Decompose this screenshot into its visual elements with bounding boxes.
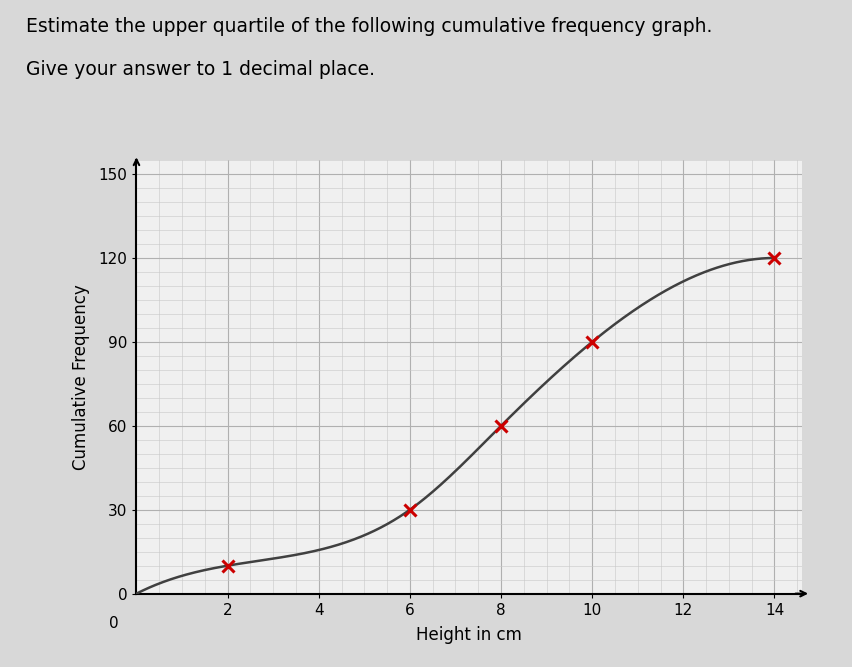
Text: Estimate the upper quartile of the following cumulative frequency graph.: Estimate the upper quartile of the follo… — [26, 17, 711, 35]
X-axis label: Height in cm: Height in cm — [416, 626, 521, 644]
Text: 0: 0 — [109, 616, 118, 631]
Y-axis label: Cumulative Frequency: Cumulative Frequency — [72, 284, 90, 470]
Text: Give your answer to 1 decimal place.: Give your answer to 1 decimal place. — [26, 60, 374, 79]
